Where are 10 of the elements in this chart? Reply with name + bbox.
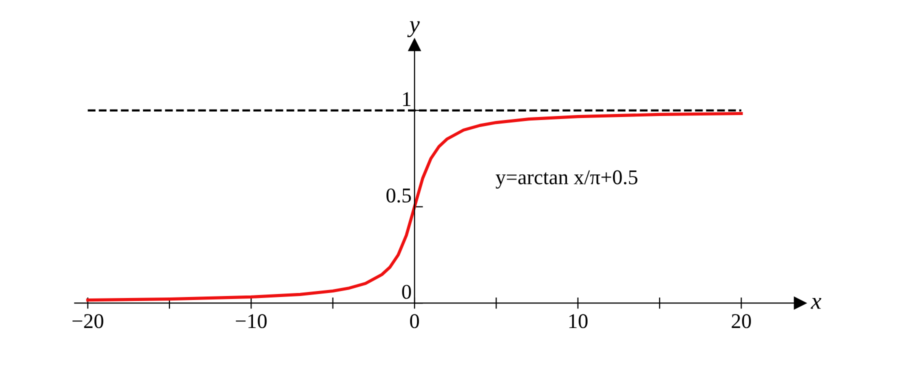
text: y=arctan x/π+0.5 — [496, 170, 638, 189]
x-tick-label: 20 — [732, 314, 751, 328]
x-tick-label: 10 — [569, 314, 588, 328]
y-axis-title: y — [407, 21, 420, 38]
x-tick-label: −10 — [236, 314, 267, 328]
y-tick-label: 1 — [403, 92, 410, 106]
x-tick-label: −20 — [72, 314, 104, 328]
y-tick-label: 0 — [402, 284, 411, 299]
y-tick-label: 0.5 — [386, 188, 411, 203]
x-axis-title: x — [810, 298, 822, 309]
